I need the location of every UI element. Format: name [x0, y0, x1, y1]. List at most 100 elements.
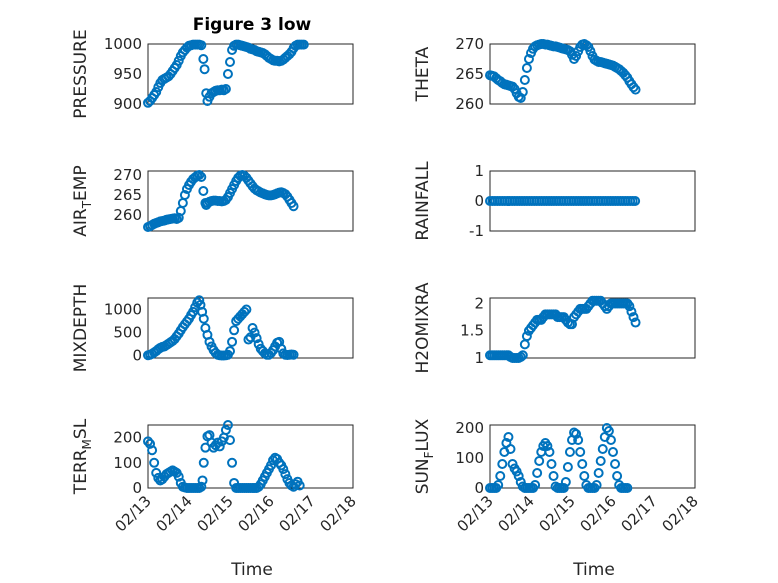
y-tick-label: 200: [113, 429, 142, 447]
y-axis-label: AIRTEMP: [71, 165, 94, 236]
y-axis-label-part: AIR: [71, 208, 91, 237]
data-point: [591, 480, 602, 490]
data-point: [188, 306, 199, 317]
subplot-rainfall: -1 0 1 RAINFALL: [413, 161, 696, 241]
y-tick-label: 260: [455, 95, 484, 113]
data-point: [608, 447, 618, 457]
data-point: [229, 325, 240, 336]
y-tick-label: 900: [113, 95, 142, 113]
y-tick-label: 100: [455, 449, 484, 467]
data-point: [597, 444, 608, 454]
x-axis-label-right: Time: [572, 560, 615, 580]
data-point: [253, 339, 264, 350]
y-axis-label: RAINFALL: [413, 161, 433, 241]
data-point: [571, 429, 582, 439]
data-point: [225, 435, 235, 446]
data-point: [585, 46, 596, 57]
data-point: [227, 336, 238, 347]
data-point: [288, 201, 299, 212]
data-point: [251, 333, 262, 344]
data-point: [523, 54, 534, 64]
y-axis-label-subscript: F: [422, 451, 436, 458]
data-point: [278, 464, 289, 475]
data-point: [532, 468, 543, 478]
data-point: [179, 190, 190, 200]
data-point: [149, 457, 160, 468]
data-point: [151, 467, 162, 478]
data-point: [173, 55, 184, 66]
data-point: [222, 69, 233, 79]
data-point: [198, 186, 209, 196]
data-point: [145, 438, 156, 449]
data-point: [241, 304, 252, 315]
data-point: [198, 313, 209, 324]
x-tick-label: 02/15: [536, 492, 579, 535]
data-point: [227, 457, 238, 468]
data-point: [626, 306, 637, 317]
data-point: [622, 483, 633, 493]
y-tick-label: 1: [474, 162, 484, 180]
data-point: [521, 331, 532, 342]
data-point: [630, 84, 641, 95]
y-axis-label: SUNFLUX: [413, 418, 436, 494]
y-axis-label-part: SUN: [413, 458, 433, 494]
data-point: [558, 483, 569, 493]
data-point: [605, 435, 616, 445]
data-point: [603, 426, 614, 436]
y-tick-label: 950: [113, 65, 142, 83]
subplot-mixdepth: 0 500 1000 MIXDEPTH: [71, 284, 354, 373]
y-axis-label: THETA: [413, 46, 433, 102]
data-point: [628, 82, 639, 93]
y-tick-label: 500: [113, 324, 142, 342]
data-point: [503, 432, 514, 442]
data-point: [564, 447, 575, 457]
data-point: [515, 93, 526, 103]
y-tick-label: 0: [474, 192, 484, 210]
x-axis-label-left: Time: [230, 560, 273, 580]
data-point: [505, 444, 516, 454]
y-tick-label: 1000: [104, 301, 142, 319]
data-point: [220, 84, 231, 94]
data-point: [288, 349, 299, 360]
data-point: [517, 87, 528, 97]
data-point: [220, 425, 231, 436]
data-point: [199, 64, 210, 75]
y-axis-label-subscript: T: [80, 200, 94, 209]
data-point: [575, 447, 586, 457]
y-axis-label: MIXDEPTH: [71, 284, 91, 373]
y-tick-label: 1000: [104, 35, 142, 53]
data-point: [190, 302, 201, 313]
data-point: [214, 441, 225, 452]
data-point: [517, 350, 528, 361]
data-point: [548, 471, 559, 481]
data-point: [151, 87, 162, 97]
data-point: [225, 346, 235, 357]
data-point: [534, 456, 545, 466]
y-tick-label: 270: [113, 166, 142, 184]
y-tick-label: 2: [474, 294, 484, 312]
y-tick-label: 0: [132, 479, 142, 497]
data-point: [577, 459, 588, 469]
axes-frame: [489, 424, 696, 489]
x-tick-label: 02/18: [659, 492, 702, 535]
data-point: [225, 57, 235, 67]
data-point: [298, 39, 309, 50]
data-point: [546, 459, 557, 469]
data-point: [579, 471, 590, 481]
data-point: [194, 170, 205, 180]
subplot-h2omixra: 1 1.5 2 H2OMIXRA: [413, 282, 696, 374]
data-point: [198, 457, 209, 468]
y-tick-label: 265: [455, 65, 484, 83]
data-point: [630, 196, 641, 206]
y-axis-label-part: LUX: [413, 418, 433, 451]
data-point: [198, 54, 209, 64]
x-tick-label: 02/14: [495, 492, 538, 535]
data-point: [628, 312, 639, 323]
data-point: [196, 40, 207, 51]
y-tick-label: 100: [113, 454, 142, 472]
data-point: [194, 295, 205, 306]
data-point: [562, 462, 573, 472]
data-point: [571, 51, 582, 61]
